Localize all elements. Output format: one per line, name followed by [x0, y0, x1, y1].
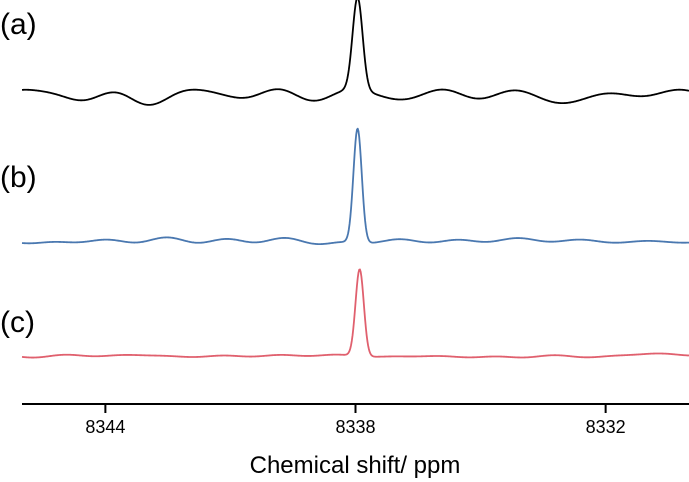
panel-label-b: (b): [0, 161, 37, 194]
panel-label-c: (c): [0, 306, 35, 339]
x-tick-label: 8344: [85, 417, 125, 437]
spectrum-line-c: [21, 268, 689, 359]
spectrum-line-a: [21, 0, 689, 106]
x-tick-label: 8338: [335, 417, 375, 437]
spectrum-line-b: [21, 127, 689, 246]
panel-label-a: (a): [0, 8, 37, 41]
panel-labels: (a) (b) (c): [0, 8, 37, 339]
x-axis-ticks: 8344 8338 8332: [85, 404, 626, 437]
series-layer: [21, 0, 689, 359]
x-axis-title: Chemical shift/ ppm: [250, 452, 461, 479]
x-tick-label: 8332: [586, 417, 626, 437]
